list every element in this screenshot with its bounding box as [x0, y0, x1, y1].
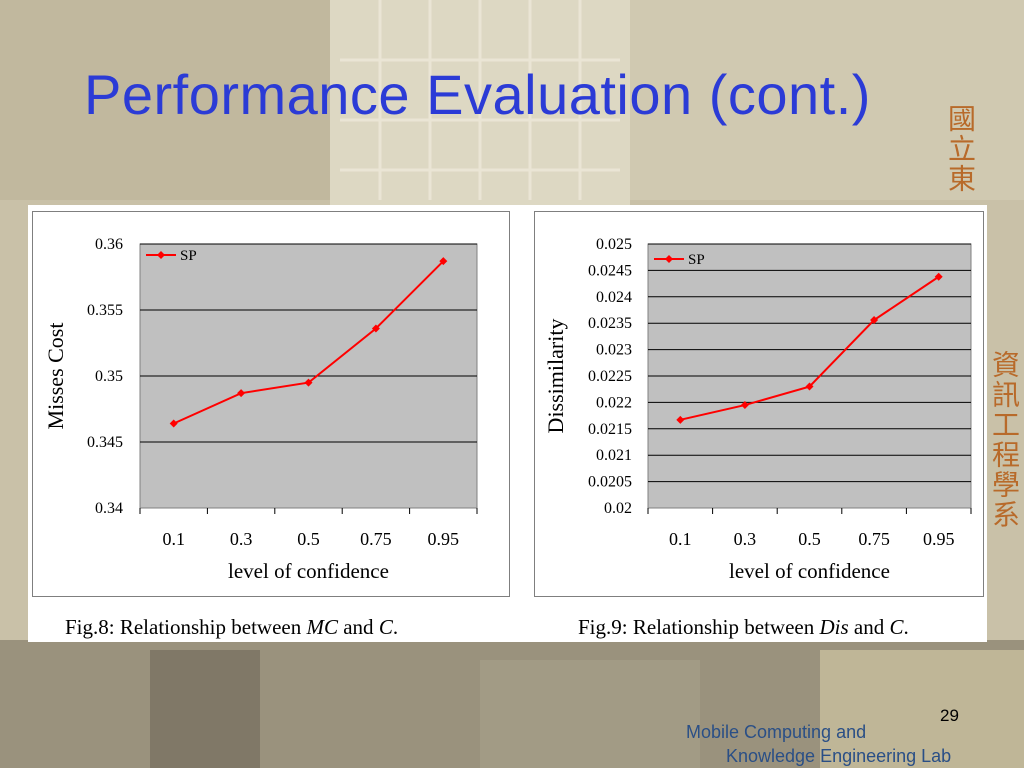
data-point-sp: [934, 272, 943, 281]
lab-name-line2: Knowledge Engineering Lab: [726, 746, 952, 766]
y-tick-label: 0.022: [596, 394, 632, 411]
y-tick-label: 0.0225: [588, 368, 632, 385]
caption-fig9-var1: Dis: [819, 615, 849, 639]
y-tick-label: 0.35: [95, 368, 123, 385]
figure-8-caption: Fig.8: Relationship between MC and C.: [65, 615, 398, 640]
x-tick-label: 0.95: [428, 529, 460, 549]
caption-fig9-prefix: Fig.9: Relationship between: [578, 615, 820, 639]
x-tick-label: 0.5: [297, 529, 320, 549]
y-axis-title: Misses Cost: [43, 323, 68, 430]
vertical-school-name-top: 國立東: [944, 104, 977, 194]
x-tick-label: 0.75: [858, 529, 890, 549]
figure-9-caption: Fig.9: Relationship between Dis and C.: [578, 615, 909, 640]
caption-fig8-var2: C: [378, 615, 393, 639]
y-tick-label: 0.355: [87, 302, 123, 319]
caption-fig9-end: .: [903, 615, 909, 639]
x-tick-label: 0.1: [669, 529, 692, 549]
x-tick-label: 0.5: [798, 529, 821, 549]
data-point-sp: [805, 382, 814, 391]
caption-fig8-end: .: [392, 615, 399, 639]
data-point-sp: [371, 324, 380, 333]
figure-panel: 0.34 0.345 0.35 0.355 0.36 0.1 0.3 0.5 0.75 0.95 l…: [28, 205, 987, 642]
x-axis-title: level of confidence: [729, 559, 890, 583]
y-tick-label: 0.0215: [588, 421, 632, 438]
caption-fig9-var2: C: [889, 615, 904, 639]
y-tick-label: 0.345: [87, 434, 123, 451]
y-tick-label: 0.023: [596, 342, 632, 359]
y-tick-label: 0.34: [95, 500, 123, 517]
y-axis-title: Dissimilarity: [543, 319, 568, 434]
data-point-sp: [169, 419, 178, 428]
chart-misses-cost: 0.34 0.345 0.35 0.355 0.36 0.1 0.3 0.5 0.75 0.95 l…: [43, 236, 478, 583]
y-tick-label: 0.0205: [588, 474, 632, 491]
page-number: 29: [940, 706, 959, 725]
y-tick-label: 0.36: [95, 236, 123, 253]
caption-fig8-prefix: Fig.8: Relationship between: [65, 615, 307, 639]
legend-marker-sp: [157, 251, 165, 259]
x-axis-title: level of confidence: [228, 559, 389, 583]
chart-misses-cost-frame: 0.34 0.345 0.35 0.355 0.36 0.1 0.3 0.5 0.75 0.95 l…: [32, 211, 510, 597]
y-tick-label: 0.0245: [588, 262, 632, 279]
x-tick-label: 0.3: [734, 529, 757, 549]
vertical-department-name: 資訊工程學系: [988, 350, 1021, 530]
data-point-sp: [740, 401, 749, 410]
data-point-sp: [439, 257, 448, 266]
data-point-sp: [304, 378, 313, 387]
x-tick-label: 0.1: [162, 529, 185, 549]
chart-dissimilarity: 0.02 0.0205 0.021 0.0215 0.022 0.0225 0.023 0.0…: [543, 236, 972, 583]
data-point-sp: [870, 316, 879, 325]
y-tick-label: 0.024: [596, 289, 632, 306]
y-tick-label: 0.021: [596, 447, 632, 464]
y-tick-label: 0.0235: [588, 315, 632, 332]
caption-fig8-mid: and: [337, 615, 379, 639]
x-tick-label: 0.3: [230, 529, 253, 549]
y-tick-label: 0.02: [604, 500, 632, 517]
caption-fig9-mid: and: [848, 615, 890, 639]
lab-name-line1: Mobile Computing and: [686, 722, 867, 742]
legend-marker-sp: [665, 255, 673, 263]
slide-title: Performance Evaluation (cont.): [84, 63, 871, 126]
legend-label-sp: SP: [180, 248, 197, 264]
y-tick-label: 0.025: [596, 236, 632, 253]
chart-dissimilarity-frame: 0.02 0.0205 0.021 0.0215 0.022 0.0225 0.023 0.0…: [534, 211, 984, 597]
caption-fig8-var1: MC: [306, 615, 338, 639]
legend-label-sp: SP: [688, 252, 705, 268]
data-point-sp: [676, 415, 685, 424]
data-point-sp: [237, 389, 246, 398]
x-tick-label: 0.95: [923, 529, 955, 549]
x-tick-label: 0.75: [360, 529, 392, 549]
